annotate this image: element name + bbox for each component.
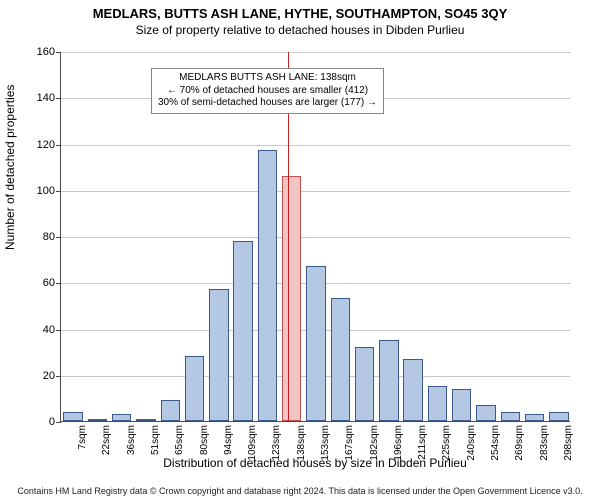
histogram-bar (331, 298, 350, 421)
histogram-bar (209, 289, 228, 421)
y-tick-label: 160 (21, 46, 61, 58)
annotation-line: ← 70% of detached houses are smaller (41… (158, 85, 377, 98)
y-tick-mark (56, 52, 61, 53)
gridline (61, 237, 570, 238)
y-axis-label: Number of detached properties (3, 85, 17, 250)
histogram-bar (185, 356, 204, 421)
gridline (61, 52, 570, 53)
annotation-box: MEDLARS BUTTS ASH LANE: 138sqm← 70% of d… (151, 68, 384, 114)
y-tick-mark (56, 191, 61, 192)
y-tick-mark (56, 330, 61, 331)
histogram-bar (403, 359, 422, 421)
x-tick-label: 211sqm (417, 425, 428, 460)
x-tick-label: 65sqm (174, 425, 185, 455)
annotation-line: 30% of semi-detached houses are larger (… (158, 97, 377, 110)
y-tick-label: 40 (21, 324, 61, 336)
footer-attribution: Contains HM Land Registry data © Crown c… (0, 486, 600, 496)
y-tick-mark (56, 376, 61, 377)
y-tick-mark (56, 422, 61, 423)
histogram-bar (379, 340, 398, 421)
x-tick-label: 7sqm (77, 425, 88, 449)
y-tick-label: 80 (21, 231, 61, 243)
histogram-bar (136, 419, 155, 421)
x-tick-label: 22sqm (101, 425, 112, 455)
title-block: MEDLARS, BUTTS ASH LANE, HYTHE, SOUTHAMP… (0, 0, 600, 37)
y-tick-label: 0 (21, 416, 61, 428)
histogram-bar (258, 150, 277, 421)
gridline (61, 145, 570, 146)
chart-subtitle: Size of property relative to detached ho… (0, 23, 600, 37)
histogram-bar (112, 414, 131, 421)
annotation-line: MEDLARS BUTTS ASH LANE: 138sqm (158, 72, 377, 85)
histogram-bar (88, 419, 107, 421)
plot-wrap: 0204060801001201401607sqm22sqm36sqm51sqm… (60, 52, 570, 422)
histogram-bar (161, 400, 180, 421)
gridline (61, 191, 570, 192)
y-tick-label: 140 (21, 92, 61, 104)
x-axis-label: Distribution of detached houses by size … (60, 456, 570, 470)
histogram-bar (282, 176, 301, 421)
x-tick-label: 80sqm (199, 425, 210, 455)
histogram-bar (476, 405, 495, 421)
y-tick-label: 100 (21, 185, 61, 197)
y-tick-mark (56, 98, 61, 99)
histogram-bar (549, 412, 568, 421)
histogram-bar (452, 389, 471, 421)
y-tick-mark (56, 145, 61, 146)
histogram-bar (306, 266, 325, 421)
y-tick-label: 120 (21, 139, 61, 151)
x-tick-label: 51sqm (150, 425, 161, 455)
histogram-bar (525, 414, 544, 421)
chart-container: MEDLARS, BUTTS ASH LANE, HYTHE, SOUTHAMP… (0, 0, 600, 500)
y-tick-label: 20 (21, 370, 61, 382)
y-tick-mark (56, 237, 61, 238)
histogram-bar (355, 347, 374, 421)
x-tick-label: 36sqm (126, 425, 137, 455)
x-tick-label: 94sqm (223, 425, 234, 455)
histogram-bar (428, 386, 447, 421)
plot-area: 0204060801001201401607sqm22sqm36sqm51sqm… (60, 52, 570, 422)
y-tick-mark (56, 283, 61, 284)
y-tick-label: 60 (21, 277, 61, 289)
chart-title: MEDLARS, BUTTS ASH LANE, HYTHE, SOUTHAMP… (0, 6, 600, 21)
histogram-bar (501, 412, 520, 421)
footer-line1: Contains HM Land Registry data © Crown c… (17, 486, 582, 496)
histogram-bar (233, 241, 252, 421)
histogram-bar (63, 412, 82, 421)
